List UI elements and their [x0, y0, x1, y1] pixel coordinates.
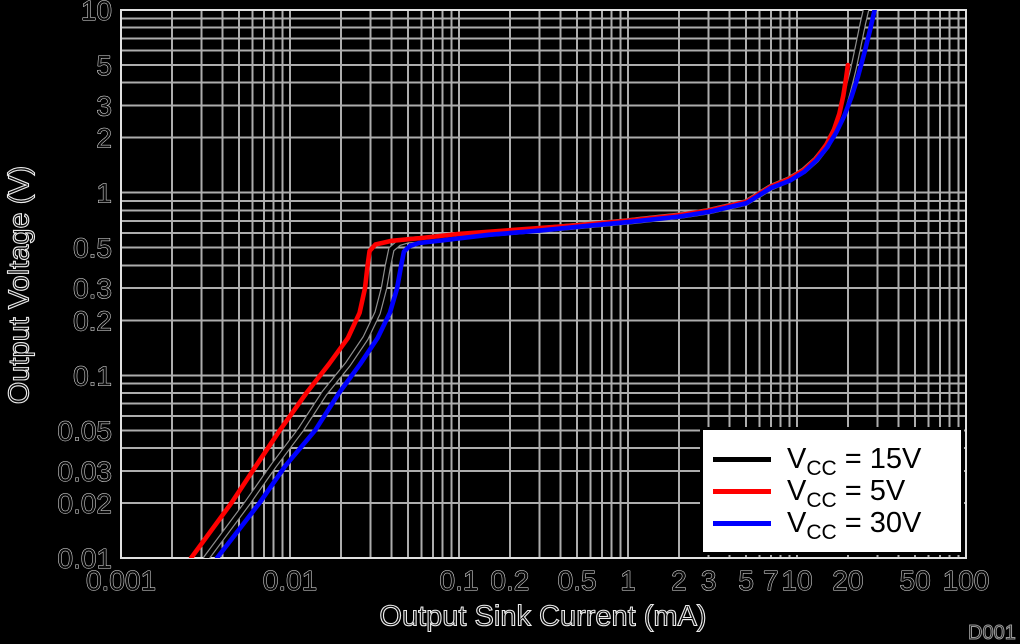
figure-id-watermark: D001	[968, 622, 1017, 644]
legend-swatch-black-line	[713, 456, 771, 462]
tick-labels: 0.001 0.01 0.1 0.2 0.5 1 2 3 5 7 10 20 50 1001053210.…	[57, 0, 990, 597]
legend-label-subscript: CC	[806, 520, 837, 544]
x-tick-label: 0.001	[86, 565, 156, 596]
x-tick-label: 50	[900, 565, 931, 596]
y-tick-label: 10	[81, 0, 112, 26]
y-tick-label: 0.03	[58, 456, 113, 487]
y-tick-label: 0.05	[58, 415, 113, 446]
y-tick-label: 0.2	[73, 305, 112, 336]
legend-label: VCC = 15V	[787, 442, 922, 479]
legend-label-value: = 30V	[836, 506, 922, 539]
x-tick-label: 0.5	[558, 565, 597, 596]
legend-label-main: V	[787, 442, 807, 475]
curve-vcc-30v	[214, 10, 877, 558]
curves	[188, 10, 877, 558]
legend-box: VCC = 15V VCC = 5V VCC = 30V	[700, 427, 964, 555]
legend-label: VCC = 30V	[787, 506, 922, 543]
legend-item-vcc-15v: VCC = 15V	[713, 442, 961, 479]
legend-label-main: V	[787, 474, 807, 507]
legend-item-vcc-30v: VCC = 30V	[713, 506, 961, 543]
y-tick-label: 0.01	[58, 543, 113, 574]
x-tick-label: 0.01	[263, 565, 318, 596]
legend-item-vcc-5v: VCC = 5V	[713, 474, 961, 511]
x-tick-label: 0.2	[490, 565, 529, 596]
y-tick-label: 0.02	[58, 488, 113, 519]
x-tick-label: 5	[738, 565, 754, 596]
y-tick-label: 2	[96, 123, 112, 154]
y-tick-label: 3	[96, 91, 112, 122]
plot-border	[120, 9, 967, 559]
x-tick-label: 1	[620, 565, 636, 596]
y-axis-title: Output Voltage (V)	[3, 165, 36, 405]
legend-label: VCC = 5V	[787, 474, 906, 511]
y-tick-label: 0.3	[73, 273, 112, 304]
x-tick-label: 20	[832, 565, 863, 596]
y-tick-label: 5	[96, 50, 112, 81]
x-tick-label: 0.1	[440, 565, 479, 596]
legend-label-subscript: CC	[806, 488, 837, 512]
y-tick-label: 0.5	[73, 233, 112, 264]
y-tick-label: 0.1	[73, 360, 112, 391]
legend-label-subscript: CC	[806, 456, 837, 480]
legend-label-main: V	[787, 506, 807, 539]
y-tick-label: 1	[96, 178, 112, 209]
legend-label-value: = 15V	[836, 442, 922, 475]
x-tick-label: 2	[671, 565, 687, 596]
x-tick-label: 100	[943, 565, 990, 596]
x-axis-title: Output Sink Current (mA)	[379, 600, 707, 633]
legend-swatch-red-line	[713, 488, 771, 494]
legend-label-value: = 5V	[836, 474, 906, 507]
x-tick-label: 7	[763, 565, 779, 596]
x-tick-label: 10	[781, 565, 812, 596]
x-tick-label: 3	[701, 565, 717, 596]
legend-swatch-blue-line	[713, 520, 771, 526]
